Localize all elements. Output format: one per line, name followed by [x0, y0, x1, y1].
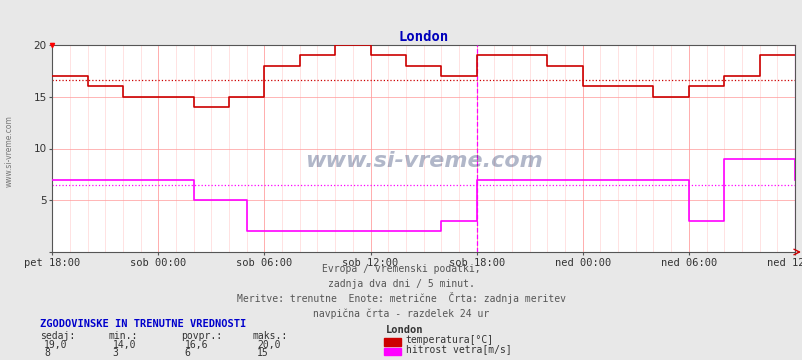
Text: sedaj:: sedaj:	[40, 331, 75, 341]
Text: hitrost vetra[m/s]: hitrost vetra[m/s]	[405, 345, 511, 355]
Title: London: London	[398, 30, 448, 44]
Text: 8: 8	[44, 348, 50, 359]
Text: 14,0: 14,0	[112, 341, 136, 351]
Text: 16,6: 16,6	[184, 341, 208, 351]
Text: London: London	[385, 325, 423, 335]
Text: zadnja dva dni / 5 minut.: zadnja dva dni / 5 minut.	[328, 279, 474, 289]
Text: 15: 15	[257, 348, 269, 359]
Text: www.si-vreme.com: www.si-vreme.com	[304, 151, 542, 171]
Text: 3: 3	[112, 348, 118, 359]
Text: min.:: min.:	[108, 331, 138, 341]
Text: navpična črta - razdelek 24 ur: navpična črta - razdelek 24 ur	[313, 309, 489, 319]
Text: temperatura[°C]: temperatura[°C]	[405, 335, 493, 345]
Text: www.si-vreme.com: www.si-vreme.com	[5, 115, 14, 187]
Text: Evropa / vremenski podatki,: Evropa / vremenski podatki,	[322, 264, 480, 274]
Text: maks.:: maks.:	[253, 331, 288, 341]
Text: povpr.:: povpr.:	[180, 331, 221, 341]
Text: 19,0: 19,0	[44, 341, 67, 351]
Text: Meritve: trenutne  Enote: metrične  Črta: zadnja meritev: Meritve: trenutne Enote: metrične Črta: …	[237, 292, 565, 304]
Text: 20,0: 20,0	[257, 341, 280, 351]
Text: 6: 6	[184, 348, 190, 359]
Text: ZGODOVINSKE IN TRENUTNE VREDNOSTI: ZGODOVINSKE IN TRENUTNE VREDNOSTI	[40, 319, 246, 329]
